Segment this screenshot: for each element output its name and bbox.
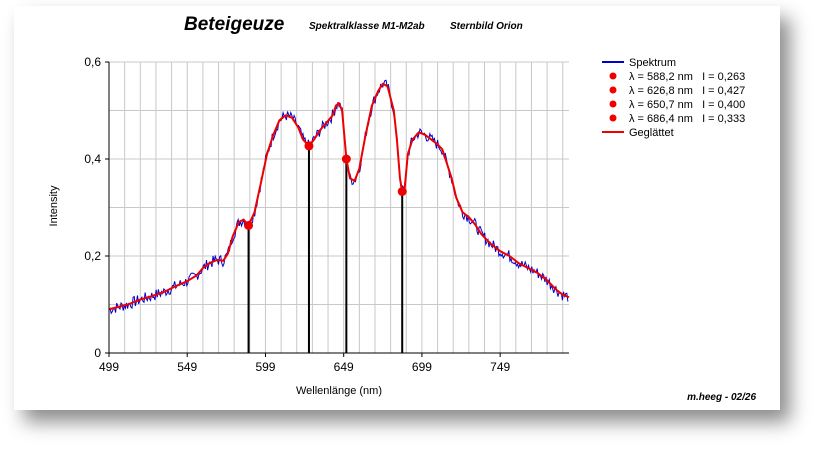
marker-layer	[244, 141, 407, 230]
series-geglaettet-line	[108, 82, 570, 311]
chart: Beteigeuze Spektralklasse M1-M2ab Sternb…	[48, 14, 756, 403]
legend-marker-swatch	[609, 86, 617, 94]
x-axis-label: Wellenlänge (nm)	[296, 385, 382, 397]
legend-marker-label: λ = 686,4 nm I = 0,333	[629, 113, 745, 125]
chart-title: Beteigeuze	[184, 14, 285, 35]
legend-marker-swatch	[609, 100, 617, 108]
marker-point	[397, 186, 407, 196]
series-layer	[108, 79, 570, 315]
x-tick-label: 699	[412, 360, 432, 374]
x-tick-label: 549	[177, 360, 197, 374]
credit: m.heeg - 02/26	[687, 392, 756, 403]
series-spektrum-line	[108, 79, 569, 315]
marker-droplines	[247, 145, 404, 353]
chart-subtitle-constellation: Sternbild Orion	[450, 21, 523, 32]
x-tick-label: 749	[490, 360, 510, 374]
legend-spektrum-label: Spektrum	[629, 57, 676, 69]
chart-card: Beteigeuze Spektralklasse M1-M2ab Sternb…	[14, 6, 780, 410]
marker-point	[341, 154, 351, 164]
y-tick-label: 0,2	[84, 249, 101, 263]
y-tick-labels: 0 0,2 0,4 0,6	[84, 55, 109, 360]
y-tick-label: 0	[94, 346, 101, 360]
y-tick-label: 0,6	[84, 55, 101, 69]
legend-marker-swatch	[609, 72, 617, 80]
legend-geglaettet-label: Geglättet	[629, 127, 674, 139]
x-tick-label: 649	[334, 360, 354, 374]
axes	[108, 62, 569, 354]
x-tick-label: 599	[255, 360, 275, 374]
y-tick-label: 0,4	[84, 152, 101, 166]
x-tick-labels: 499 549 599 649 699 749	[99, 353, 510, 374]
legend-marker-label: λ = 626,8 nm I = 0,427	[629, 85, 745, 97]
x-tick-label: 499	[99, 360, 119, 374]
y-axis-label: Intensity	[48, 185, 60, 226]
chart-subtitle-class: Spektralklasse M1-M2ab	[309, 21, 425, 32]
marker-point	[304, 141, 314, 151]
marker-point	[244, 220, 254, 230]
legend-marker-label: λ = 588,2 nm I = 0,263	[629, 71, 745, 83]
legend-marker-label: λ = 650,7 nm I = 0,400	[629, 99, 745, 111]
legend-marker-swatch	[609, 114, 617, 122]
legend: Spektrum λ = 588,2 nm I = 0,263 λ = 626,8 …	[602, 57, 745, 139]
